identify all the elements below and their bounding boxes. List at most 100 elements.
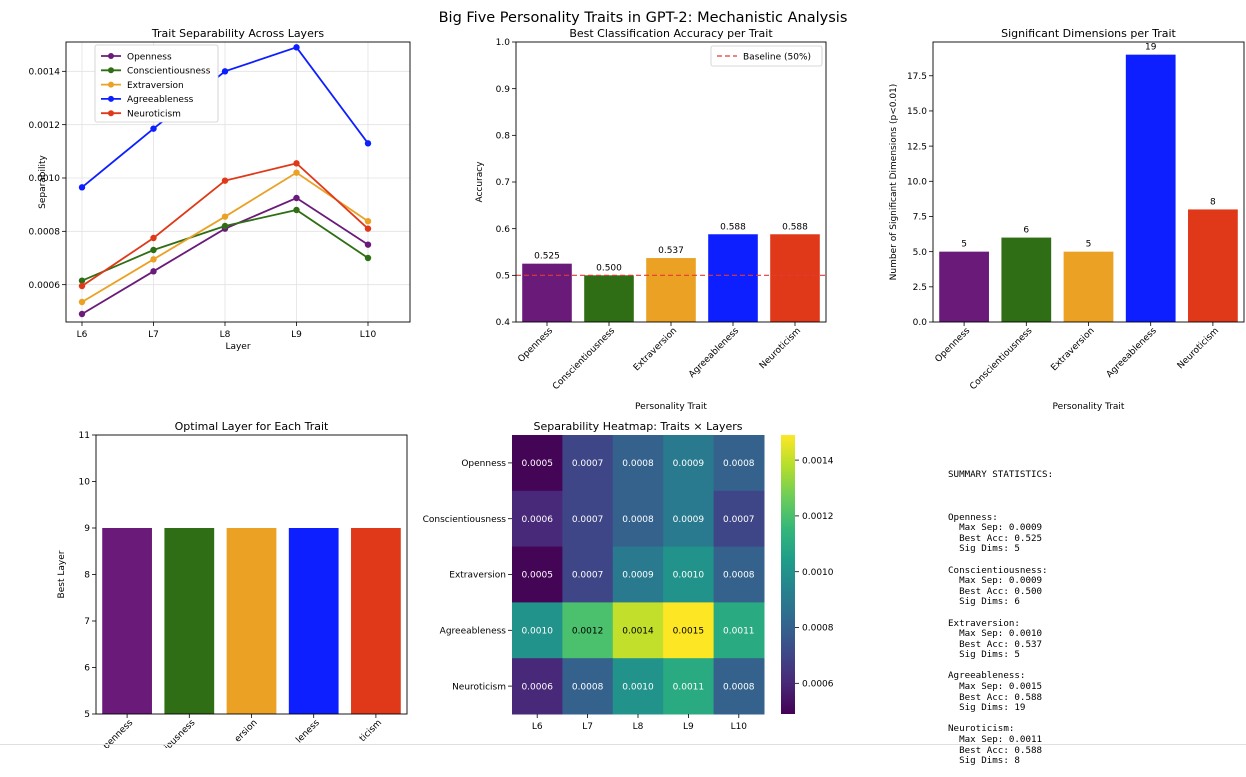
separability-xtick-label: L10	[360, 330, 377, 340]
separability-legend: Openness Conscientiousness Extraversion Agr…	[94, 44, 219, 123]
sigdims-ytick-label: 15.0	[907, 107, 927, 117]
heatmap-cell-label: 0.0007	[572, 571, 604, 581]
heatmap-cell-label: 0.0011	[723, 627, 755, 637]
heatmap-cell-label: 0.0009	[622, 571, 654, 581]
heatmap-cell	[713, 435, 765, 492]
heatmap-cell-label: 0.0014	[622, 627, 654, 637]
heatmap-cell-label: 0.0008	[622, 515, 654, 525]
separability-xtick-label: L9	[291, 330, 302, 340]
separability-xtick-label: L6	[77, 330, 88, 340]
accuracy-xtick-label: Openness	[516, 326, 555, 365]
heatmap-cell-label: 0.0007	[723, 515, 755, 525]
separability-point-extraversion	[364, 218, 372, 225]
accuracy-bar-agreeableness	[708, 234, 758, 322]
separability-ytick-label: 0.0010	[29, 174, 61, 184]
optlayer-ytick-label: 7	[84, 617, 90, 627]
separability-point-neuroticism	[221, 177, 229, 184]
heatmap-cell	[512, 546, 563, 603]
heatmap-cell	[663, 490, 715, 548]
optlayer-xtick-label: leness	[294, 718, 322, 746]
optlayer-ytick-label: 11	[79, 431, 90, 441]
accuracy-ytick-label: 0.8	[496, 132, 511, 142]
summary-block: Extraversion: Max Sep: 0.0010 Best Acc: …	[948, 617, 1053, 661]
sigdims-value-label: 5	[1086, 240, 1092, 250]
summary-stat-line: Best Acc: 0.525	[948, 532, 1043, 544]
heatmap-cell-label: 0.0008	[572, 682, 604, 692]
sigdims-xtick-label: Agreeableness	[1105, 326, 1159, 380]
heatmap-colorbar	[781, 435, 795, 714]
separability-frame	[65, 41, 411, 323]
legend-label-neuroticism: Neuroticism	[127, 110, 181, 120]
separability-ylabel: Separability	[38, 154, 48, 208]
accuracy-ytick-label: 0.7	[496, 178, 510, 188]
separability-point-conscientiousness	[221, 222, 229, 230]
heatmap-cell	[562, 658, 614, 715]
separability-point-extraversion	[221, 213, 229, 220]
heatmap-cell-label: 0.0006	[521, 682, 553, 692]
separability-point-neuroticism	[78, 282, 86, 290]
sigdims-ytick-label: 5.0	[913, 248, 928, 258]
sigdims-ytick-label: 7.5	[913, 213, 927, 223]
heatmap-cell	[663, 602, 715, 659]
heatmap-cell	[512, 658, 563, 715]
optlayer-bar-agreeableness	[288, 528, 339, 714]
heatmap-cell	[512, 490, 563, 548]
heatmap-cell	[713, 490, 765, 548]
significant-dimensions-bar-chart: 0.0 2.5 5.0 7.5 10.0 12.5 15.0 17.5 5 Openness 6 Co…	[889, 27, 1245, 412]
sigdims-ytick-label: 2.5	[913, 283, 927, 293]
accuracy-bar-neuroticism	[770, 234, 820, 322]
heatmap-title: Separability Heatmap: Traits × Layers	[533, 420, 742, 433]
optlayer-bar-neuroticism	[351, 528, 401, 714]
figure: Big Five Personality Traits in GPT-2: Me…	[29, 10, 1245, 748]
accuracy-xtick-label: Neuroticism	[758, 326, 803, 371]
sigdims-xtick-label: Neuroticism	[1176, 326, 1221, 371]
separability-point-agreeableness	[293, 44, 300, 51]
accuracy-frame	[515, 41, 827, 323]
separability-point-openness	[293, 194, 300, 202]
colorbar-tick-label: 0.0012	[802, 512, 834, 522]
summary-stat-line: Best Acc: 0.500	[948, 585, 1043, 597]
summary-trait-name: Extraversion:	[948, 617, 1020, 629]
accuracy-bar-openness	[522, 263, 572, 322]
separability-point-agreeableness	[364, 140, 372, 147]
heatmap-row-label: Conscientiousness	[423, 515, 507, 525]
accuracy-legend: Baseline (50%)	[710, 45, 823, 67]
optlayer-bar-openness	[102, 528, 152, 714]
sigdims-xtick-label: Extraversion	[1049, 326, 1096, 373]
accuracy-title: Best Classification Accuracy per Trait	[569, 27, 773, 40]
legend-marker-neuroticism	[108, 110, 114, 117]
summary-stat-line: Max Sep: 0.0009	[948, 575, 1043, 587]
separability-line-chart: 0.0006 0.0008 0.0010 0.0012 0.0014 L6 L7 L8 L9 L1…	[29, 27, 411, 352]
summary-stat-line: Sig Dims: 6	[948, 596, 1020, 608]
accuracy-xtick-label: Agreeableness	[687, 326, 741, 380]
sigdims-ylabel: Number of Significant Dimensions (p<0.01…	[889, 84, 899, 281]
summary-stat-line: Sig Dims: 19	[948, 702, 1026, 714]
heatmap-col-label: L8	[633, 722, 644, 732]
heatmap-row-label: Agreeableness	[440, 627, 507, 637]
heatmap-cell-label: 0.0007	[572, 515, 604, 525]
separability-ytick-label: 0.0012	[29, 121, 61, 131]
sigdims-value-label: 19	[1145, 43, 1157, 53]
heatmap-cell-label: 0.0008	[622, 459, 654, 469]
summary-stat-line: Max Sep: 0.0011	[948, 734, 1043, 746]
separability-legend-box	[94, 44, 219, 123]
accuracy-xlabel: Personality Trait	[635, 402, 707, 412]
accuracy-ytick-label: 1.0	[496, 38, 511, 48]
heatmap-cell	[612, 602, 664, 659]
accuracy-legend-label: Baseline (50%)	[743, 52, 811, 62]
separability-point-openness	[78, 310, 86, 318]
optlayer-xtick-label: ticism	[358, 718, 384, 744]
optlayer-ytick-label: 10	[79, 478, 91, 488]
heatmap-col-label: L9	[683, 722, 694, 732]
legend-marker-conscientiousness	[108, 67, 114, 74]
sigdims-bar-openness	[939, 251, 989, 322]
summary-stat-line: Max Sep: 0.0009	[948, 522, 1043, 534]
heatmap-cell	[612, 435, 664, 492]
separability-xtick-label: L8	[220, 330, 231, 340]
accuracy-legend-box	[710, 45, 823, 67]
separability-point-extraversion	[78, 298, 86, 306]
optlayer-ytick-label: 9	[84, 524, 90, 534]
accuracy-xtick-label: Extraversion	[632, 326, 679, 373]
heatmap-cell-label: 0.0012	[572, 627, 604, 637]
heatmap-cell	[562, 602, 614, 659]
